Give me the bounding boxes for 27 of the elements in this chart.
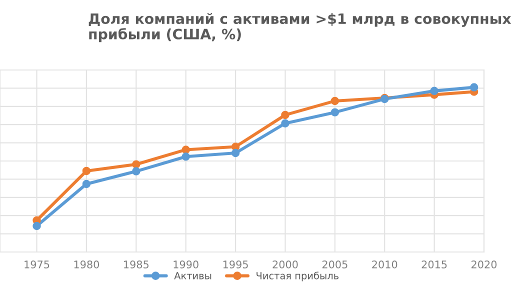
- point: [281, 119, 290, 128]
- point: [281, 110, 290, 120]
- point: [82, 166, 91, 176]
- chart-title: Доля компаний с активами >$1 млрд в совокупных прибыли (США, %): [88, 13, 512, 42]
- point: [32, 222, 41, 230]
- point: [330, 96, 340, 106]
- x-tick-label: 1995: [223, 260, 248, 268]
- x-tick-label: 2005: [322, 260, 348, 268]
- x-tick-label: 2000: [272, 260, 298, 268]
- x-tick-label: 1985: [124, 260, 148, 268]
- x-tick-label: 2015: [422, 260, 447, 268]
- point: [430, 86, 438, 96]
- x-tick-label: 2010: [372, 260, 398, 268]
- x-tick-label: 1990: [174, 260, 198, 268]
- x-tick-label: 1980: [74, 260, 100, 268]
- point: [132, 167, 140, 176]
- point: [182, 152, 190, 161]
- legend-label: Чистая прибыль: [256, 272, 339, 282]
- legend-label: Активы: [174, 272, 212, 280]
- point: [330, 108, 340, 116]
- x-tick-label: 1975: [24, 260, 50, 268]
- point: [470, 83, 478, 92]
- point: [231, 148, 240, 158]
- point: [132, 160, 140, 168]
- point: [182, 146, 190, 154]
- point: [82, 180, 91, 188]
- x-tick-label: 2020: [472, 260, 497, 268]
